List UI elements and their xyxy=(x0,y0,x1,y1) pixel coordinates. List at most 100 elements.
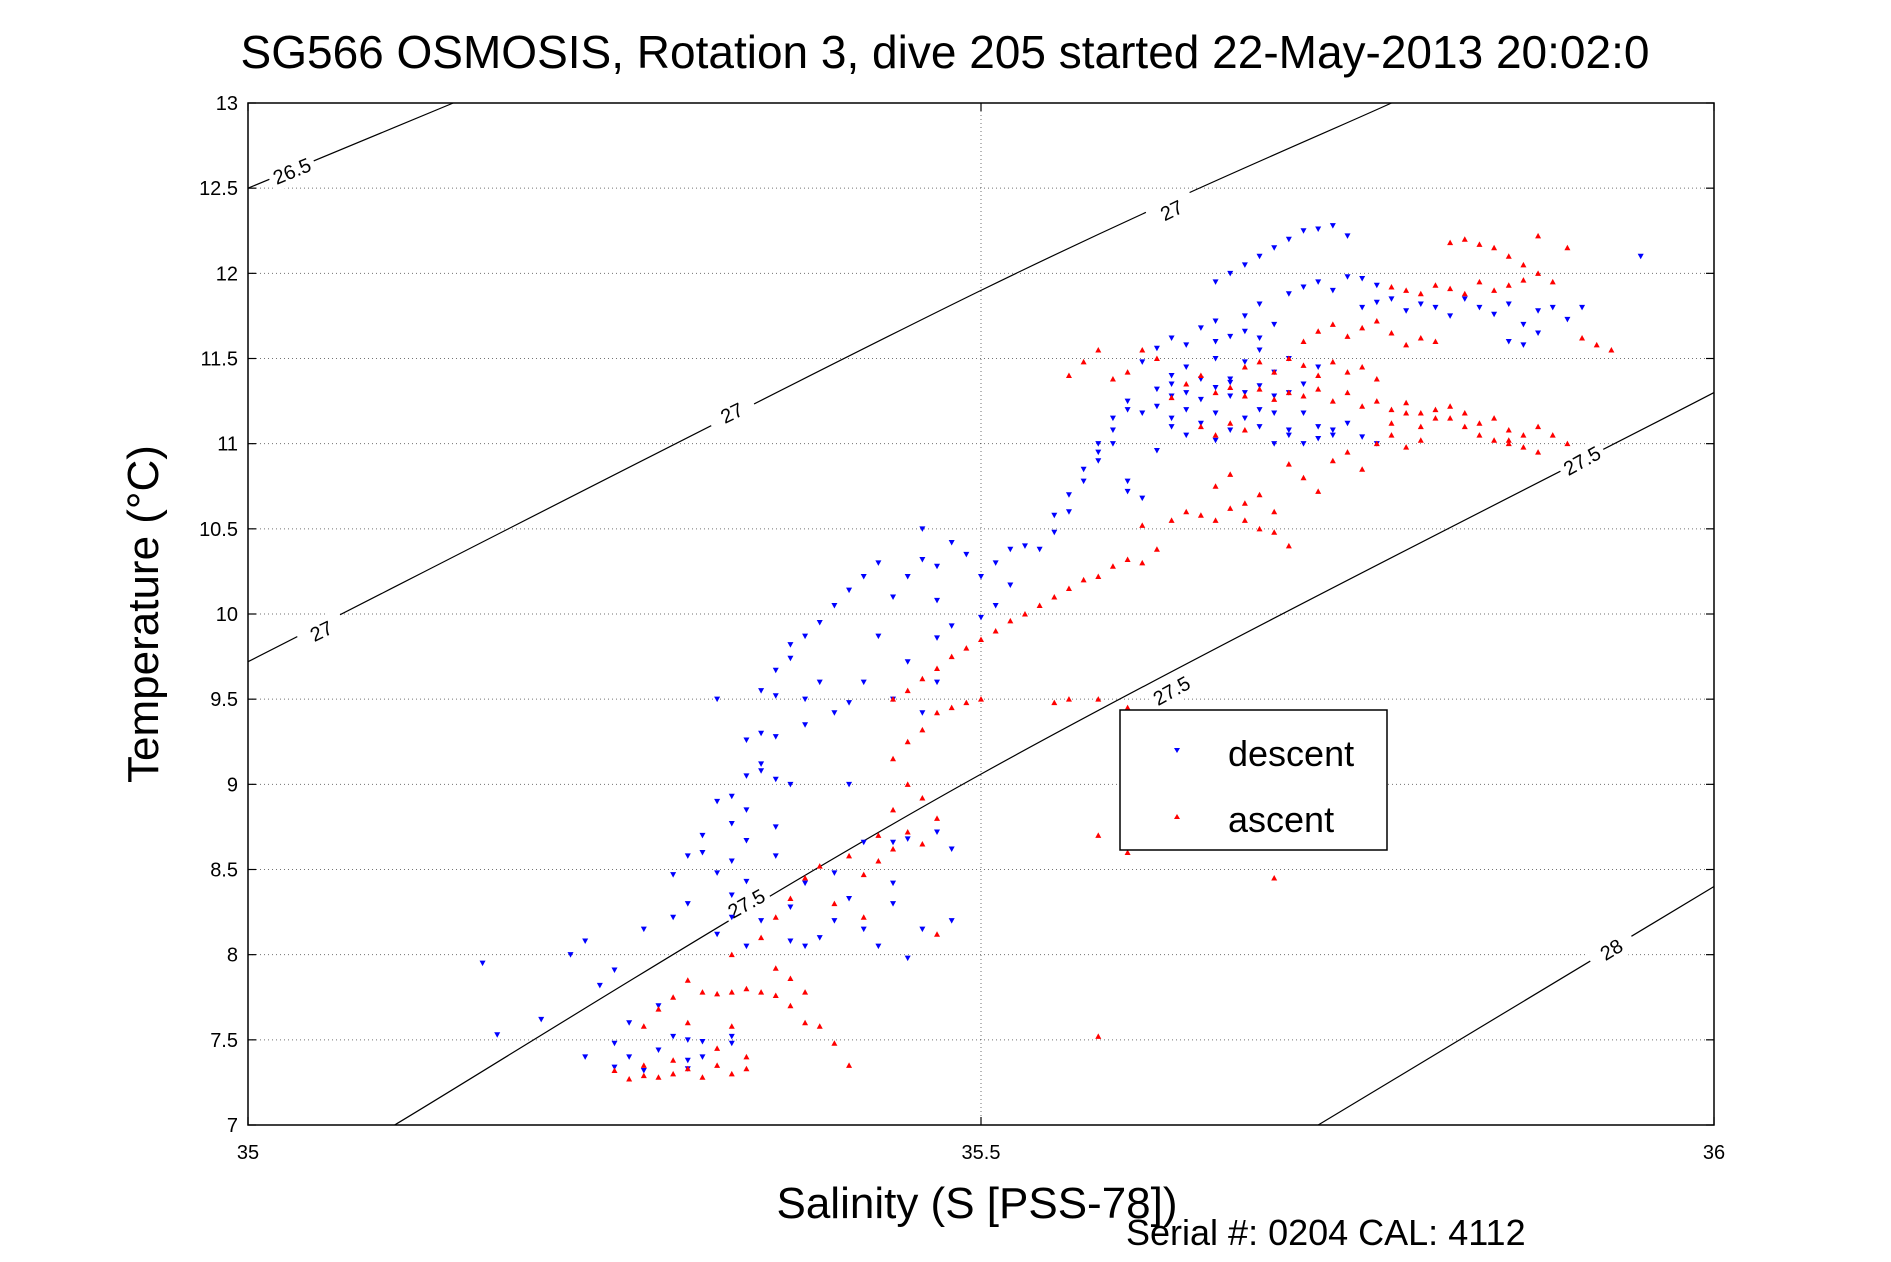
ascent-point xyxy=(1359,403,1366,409)
ascent-point xyxy=(684,1019,691,1026)
y-tick-label: 11 xyxy=(217,434,238,456)
descent-point xyxy=(934,597,941,604)
descent-point xyxy=(1227,379,1234,386)
descent-point xyxy=(963,551,970,558)
ascent-point xyxy=(1065,585,1072,591)
ascent-point xyxy=(1417,437,1424,443)
descent-point xyxy=(1300,284,1307,290)
ascent-point xyxy=(1271,529,1278,535)
descent-point xyxy=(978,574,984,580)
descent-point xyxy=(1124,398,1131,405)
descent-point xyxy=(1183,342,1190,348)
descent-point xyxy=(1153,386,1160,393)
descent-point xyxy=(1344,274,1351,280)
descent-point xyxy=(875,943,882,950)
ascent-point xyxy=(1403,399,1410,406)
ascent-point xyxy=(1403,444,1410,450)
descent-point xyxy=(1520,342,1527,348)
descent-point xyxy=(875,560,882,566)
descent-point xyxy=(1300,441,1307,447)
descent-point xyxy=(1491,311,1498,318)
ascent-point xyxy=(1300,474,1307,481)
ascent-point xyxy=(1505,437,1512,443)
descent-point xyxy=(1549,304,1556,311)
descent-point xyxy=(1241,359,1248,365)
descent-point xyxy=(1520,321,1527,328)
ascent-point xyxy=(1491,287,1498,293)
descent-point xyxy=(670,1033,677,1040)
ascent-point xyxy=(684,1065,691,1072)
descent-point xyxy=(655,1047,662,1054)
descent-point xyxy=(1300,228,1307,234)
ascent-point xyxy=(1007,617,1014,624)
descent-point xyxy=(1285,291,1292,297)
y-tick-label: 9 xyxy=(227,774,238,796)
ascent-point xyxy=(670,994,677,1000)
legend-label-ascent: ascent xyxy=(1228,799,1334,840)
descent-point xyxy=(787,904,794,910)
descent-point xyxy=(831,710,838,716)
ascent-point xyxy=(1153,546,1160,552)
ascent-point xyxy=(1373,318,1380,324)
descent-point xyxy=(846,700,853,706)
ascent-point xyxy=(816,1023,823,1029)
legend-box xyxy=(1119,709,1388,851)
ascent-point xyxy=(1051,593,1058,600)
descent-point xyxy=(1403,308,1410,314)
ascent-point xyxy=(699,1074,706,1080)
descent-point xyxy=(743,943,750,950)
descent-point xyxy=(1183,364,1190,371)
ascent-point xyxy=(860,914,867,920)
descent-point xyxy=(1051,529,1058,536)
ascent-point xyxy=(1520,277,1527,283)
descent-point xyxy=(684,853,691,859)
ascent-point xyxy=(1432,338,1439,344)
ascent-point xyxy=(611,1067,618,1073)
ascent-point xyxy=(1080,576,1087,583)
descent-point xyxy=(1315,436,1322,442)
descent-point xyxy=(890,594,897,600)
descent-point xyxy=(1227,393,1234,399)
ascent-point xyxy=(1491,415,1498,421)
ascent-point xyxy=(816,863,823,869)
ascent-point xyxy=(1183,508,1190,515)
descent-point xyxy=(1300,410,1307,417)
ascent-point xyxy=(1256,386,1263,392)
descent-point xyxy=(758,730,765,737)
descent-point xyxy=(948,846,955,853)
descent-point xyxy=(1256,383,1263,389)
ascent-point xyxy=(743,1053,750,1060)
ascent-point xyxy=(1036,602,1043,608)
descent-point xyxy=(1271,410,1278,417)
descent-point xyxy=(1535,308,1542,314)
descent-point xyxy=(890,901,897,907)
descent-point xyxy=(728,821,735,827)
legend-marker-ascent xyxy=(1174,814,1180,819)
ascent-point xyxy=(1417,423,1424,430)
descent-point xyxy=(919,710,926,716)
ascent-point xyxy=(1021,611,1028,617)
ascent-point xyxy=(1271,508,1278,515)
descent-point xyxy=(816,679,823,686)
legend-label-descent: descent xyxy=(1228,733,1354,774)
ascent-point xyxy=(743,1065,750,1072)
descent-point xyxy=(890,839,897,846)
ascent-point xyxy=(934,931,941,937)
ascent-point xyxy=(1432,406,1439,413)
ascent-point xyxy=(1241,517,1248,523)
descent-point xyxy=(1564,316,1571,323)
ascent-point xyxy=(1197,372,1204,379)
ascent-point xyxy=(1329,358,1336,365)
ascent-point xyxy=(714,1045,721,1051)
ascent-point xyxy=(1388,420,1395,426)
ascent-point xyxy=(1153,355,1160,361)
descent-point xyxy=(611,967,618,973)
ascent-point xyxy=(1505,440,1512,447)
descent-point xyxy=(948,623,955,629)
descent-point xyxy=(1256,253,1263,260)
descent-point xyxy=(978,614,984,621)
descent-point xyxy=(1417,301,1424,307)
descent-point xyxy=(670,914,677,921)
descent-point xyxy=(1476,304,1483,311)
descent-point xyxy=(1344,233,1351,239)
